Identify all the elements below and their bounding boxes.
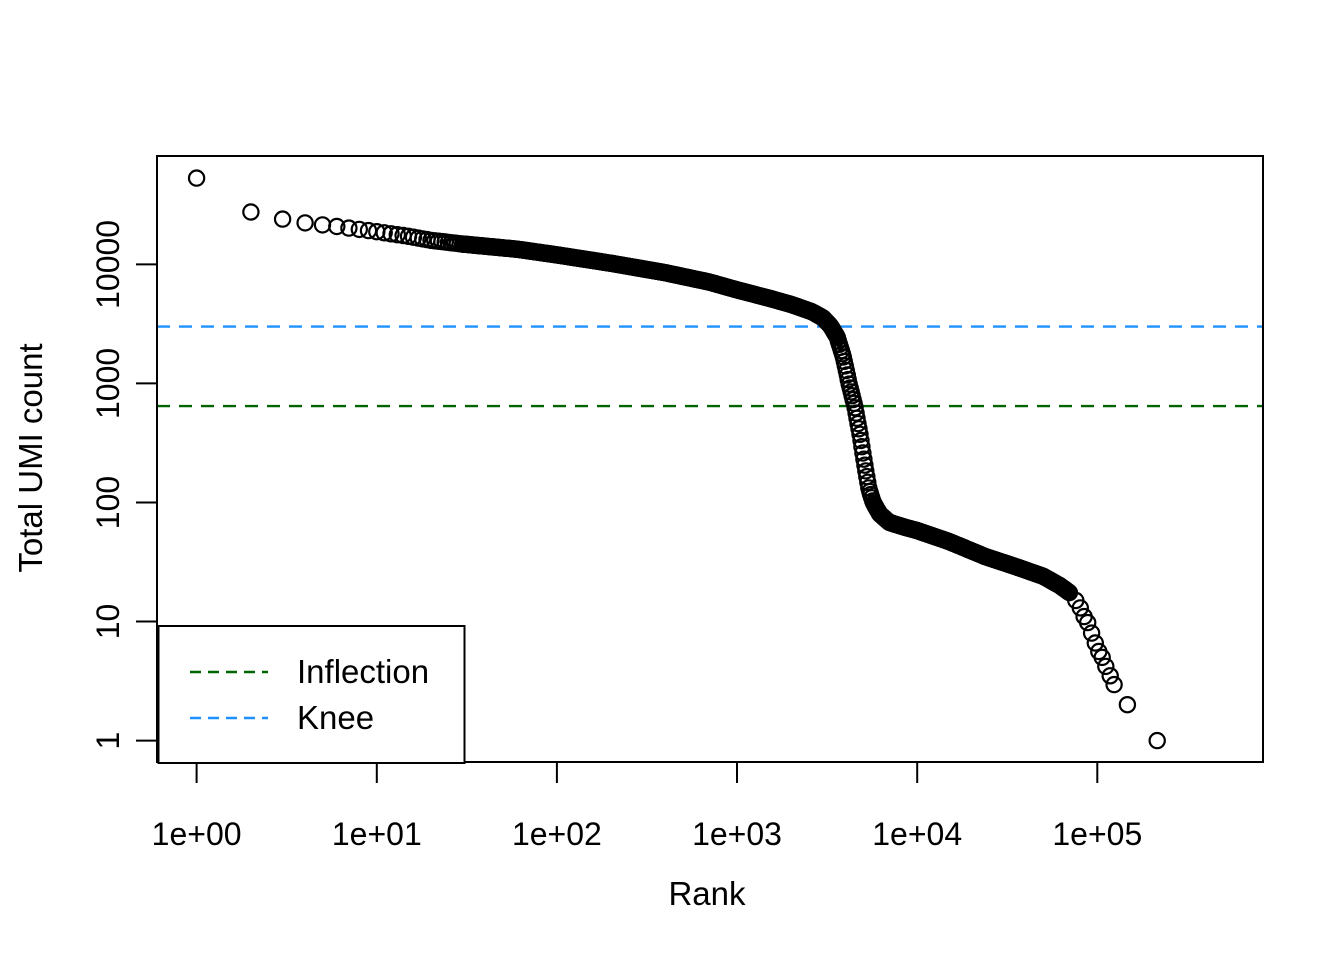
legend-border [157, 625, 466, 764]
legend: Inflection Knee [157, 625, 466, 764]
data-point [1086, 634, 1105, 652]
x-tick-label: 1e+05 [1052, 816, 1142, 852]
reference-lines [157, 325, 1263, 408]
data-point [313, 216, 332, 234]
data-point [328, 217, 346, 236]
legend-inflection-label: Inflection [297, 653, 429, 690]
data-point [187, 169, 206, 187]
y-tick-label: 10000 [90, 220, 126, 309]
data-point [273, 210, 292, 228]
data-point [857, 462, 875, 480]
data-point [853, 438, 871, 456]
y-tick-label: 10 [90, 604, 126, 640]
data-point [1071, 599, 1090, 617]
data-point [851, 425, 869, 443]
data-points-series [187, 169, 1166, 750]
plot-border [156, 155, 1264, 763]
data-point [242, 203, 260, 221]
data-point [1093, 648, 1111, 667]
x-tick-label: 1e+04 [872, 816, 962, 852]
data-point [375, 224, 393, 242]
y-tick-label: 1000 [90, 348, 126, 419]
y-tick-label: 100 [90, 476, 126, 529]
data-point [854, 444, 872, 462]
x-axis: 1e+00 1e+01 1e+02 1e+03 1e+04 1e+05 [152, 762, 1142, 852]
data-point [1101, 667, 1119, 685]
data-point [1105, 675, 1123, 694]
data-point [340, 219, 358, 237]
data-point [1118, 696, 1137, 714]
data-point [382, 225, 400, 243]
x-tick-label: 1e+01 [332, 816, 422, 852]
data-point [296, 214, 314, 232]
x-tick-label: 1e+00 [152, 816, 242, 852]
data-point [852, 431, 870, 450]
x-tick-label: 1e+03 [692, 816, 782, 852]
data-point [1082, 624, 1101, 642]
y-axis-title: Total UMI count [12, 343, 49, 572]
x-tick-label: 1e+02 [512, 816, 602, 852]
data-point [1097, 657, 1115, 676]
data-point [856, 456, 874, 474]
data-point [855, 450, 873, 468]
data-point [350, 220, 368, 239]
data-point [1078, 613, 1097, 632]
y-tick-label: 1 [90, 732, 126, 750]
data-point [388, 225, 406, 244]
legend-knee-label: Knee [297, 699, 374, 736]
y-axis: 1 10 100 1000 10000 [90, 220, 157, 750]
data-point [1148, 731, 1166, 750]
x-axis-title: Rank [668, 875, 746, 912]
